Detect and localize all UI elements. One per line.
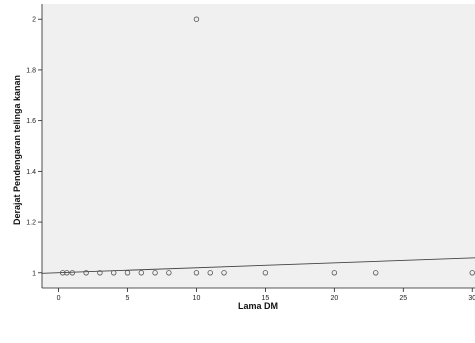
data-point bbox=[59, 270, 66, 276]
data-point bbox=[193, 16, 200, 22]
data-point bbox=[124, 270, 131, 276]
data-point bbox=[69, 270, 76, 276]
x-tick-label: 20 bbox=[330, 295, 338, 302]
data-point bbox=[373, 270, 379, 276]
x-axis-title: Lama DM bbox=[238, 301, 278, 311]
x-tick-label: 10 bbox=[193, 295, 201, 302]
y-tick-label: 1 bbox=[32, 270, 36, 277]
x-tick-label: 5 bbox=[126, 295, 130, 302]
data-point bbox=[331, 270, 338, 276]
data-point bbox=[111, 270, 117, 276]
data-point bbox=[152, 270, 158, 276]
data-point bbox=[83, 270, 89, 276]
y-tick-label: 1.8 bbox=[26, 67, 36, 74]
data-point bbox=[166, 270, 172, 276]
axis-ticks: 0 5 10 15 20 25 30 1 1.2 1.4 1.6 1.8 2 bbox=[26, 17, 475, 302]
y-tick-label: 2 bbox=[32, 17, 36, 24]
x-tick-label: 30 bbox=[468, 295, 475, 302]
data-point bbox=[262, 270, 269, 276]
data-point bbox=[97, 270, 103, 276]
x-tick-label: 15 bbox=[261, 295, 269, 302]
data-point bbox=[207, 270, 213, 276]
y-tick-label: 1.2 bbox=[26, 220, 36, 227]
x-tick-label: 25 bbox=[399, 295, 407, 302]
data-point bbox=[138, 270, 144, 276]
y-axis-title: Derajat Pendengaran telinga kanan bbox=[12, 75, 22, 225]
data-point bbox=[221, 270, 227, 276]
data-points bbox=[59, 16, 475, 276]
y-tick-label: 1.6 bbox=[26, 118, 36, 125]
y-tick-label: 1.4 bbox=[26, 169, 36, 176]
plot-background bbox=[42, 4, 475, 288]
data-point bbox=[64, 270, 70, 276]
data-point bbox=[193, 270, 200, 276]
x-tick-label: 0 bbox=[57, 295, 61, 302]
